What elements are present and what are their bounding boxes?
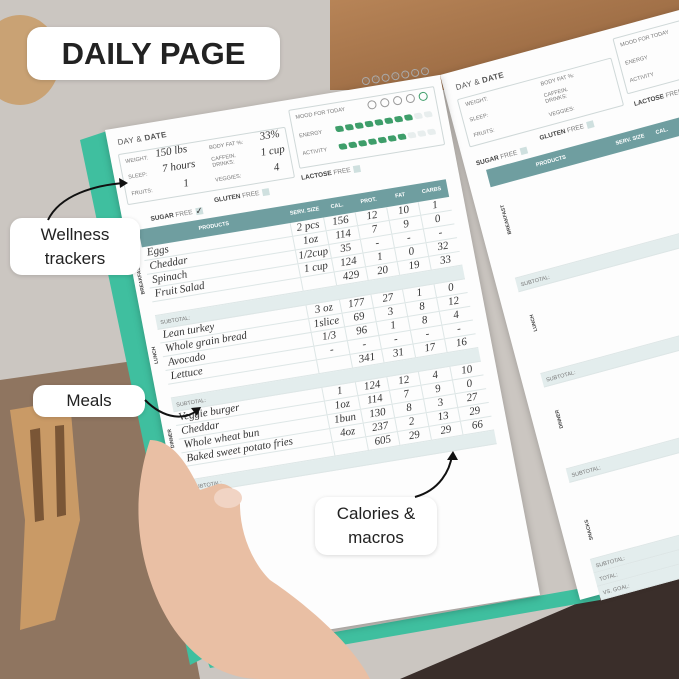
caffein-label: CAFFEIN. DRINKS: — [210, 153, 237, 169]
energy-leaf-icon[interactable] — [423, 110, 433, 118]
meal-label: LUNCH — [150, 346, 161, 365]
gluten-free[interactable]: GLUTEN FREE — [213, 188, 270, 204]
page-title: DAILY PAGE — [27, 27, 280, 80]
energy-label: ENERGY — [624, 54, 649, 67]
weekday-circle[interactable]: F — [410, 68, 420, 78]
activity-leaf-icon[interactable] — [397, 133, 407, 141]
meals-table: BREAKFAST Eggs 2 pcs 156 12 10 1 Cheddar 1oz 114 7… — [135, 196, 497, 495]
callout-wellness-trackers: Wellness trackers — [10, 218, 140, 275]
activity-label: ACTIVITY — [629, 71, 655, 85]
mood-face-icon[interactable] — [392, 95, 403, 106]
sleep-value[interactable]: 7 hours — [161, 157, 197, 176]
mood-label: MOOD FOR TODAY — [295, 106, 346, 121]
meal-label: DINNER — [166, 428, 177, 449]
mood-face-icon[interactable] — [405, 93, 416, 104]
day-date-heading: DAY & DATE — [116, 130, 168, 148]
section-dinner: DINNER — [554, 409, 566, 430]
energy-leaf-icon[interactable] — [374, 118, 384, 126]
activity-leaf-icon[interactable] — [367, 138, 377, 146]
activity-leaf-icon[interactable] — [377, 136, 387, 144]
activity-leaf-icon[interactable] — [427, 128, 437, 136]
col-carbs: CARBS — [421, 186, 442, 196]
callout-calories-macros: Calories & macros — [315, 497, 437, 555]
caffein-value[interactable]: 1 cup — [259, 143, 286, 159]
weight-value[interactable]: 150 lbs — [154, 143, 189, 160]
mood-label: MOOD FOR TODAY — [619, 29, 670, 49]
energy-leaf-icon[interactable] — [413, 112, 423, 120]
energy-leaf-icon[interactable] — [384, 117, 394, 125]
section-breakfast: BREAKFAST — [499, 203, 514, 235]
body-fat-value[interactable]: 33% — [258, 127, 281, 143]
activity-leaf-icon[interactable] — [407, 131, 417, 139]
col-cal: CAL. — [330, 202, 345, 211]
sugar-checkbox-checked[interactable]: ✓ — [194, 205, 204, 217]
activity-leaf-icon[interactable] — [338, 142, 348, 151]
energy-label: ENERGY — [298, 129, 323, 140]
col-serv-size: SERV. SIZE — [289, 206, 320, 217]
activity-label: ACTIVITY — [302, 147, 328, 158]
sleep-label: SLEEP: — [127, 171, 148, 181]
weekday-circle[interactable]: T — [400, 69, 410, 80]
section-snacks: SNACKS — [583, 518, 595, 541]
mood-box: MOOD FOR TODAY ENERGY ACTIVITY — [288, 86, 446, 169]
veggies-label: VEGGIES: — [214, 173, 242, 184]
lactose-checkbox[interactable] — [352, 165, 362, 174]
body-fat-label: BODY FAT %: — [208, 139, 244, 152]
fruits-label: FRUITS: — [473, 127, 496, 139]
col-fat: FAT — [394, 192, 406, 200]
caffein-label: CAFFEIN. DRINKS: — [543, 86, 569, 106]
energy-meter[interactable] — [335, 110, 433, 133]
mood-faces[interactable] — [366, 91, 429, 110]
activity-leaf-icon[interactable] — [348, 141, 358, 149]
fruits-value[interactable]: 1 — [182, 177, 191, 190]
veggies-label: VEGGIES: — [548, 105, 576, 119]
veggies-value[interactable]: 4 — [272, 161, 281, 174]
weekday-circle[interactable]: T — [380, 73, 391, 83]
energy-leaf-icon[interactable] — [364, 120, 374, 128]
weekday-circle[interactable]: S — [420, 66, 430, 76]
mood-face-icon[interactable] — [379, 97, 391, 108]
col-prot: PROT. — [360, 196, 378, 206]
weight-label: WEIGHT: — [464, 96, 489, 109]
weekday-circle[interactable]: S — [361, 76, 371, 86]
activity-leaf-icon[interactable] — [387, 134, 397, 143]
activity-leaf-icon[interactable] — [358, 139, 368, 147]
energy-leaf-icon[interactable] — [354, 122, 364, 130]
callout-meals: Meals — [33, 385, 145, 417]
sleep-label: SLEEP: — [468, 112, 490, 124]
lactose-free[interactable]: LACTOSE FREE — [301, 165, 362, 182]
mood-face-icon[interactable] — [366, 99, 378, 110]
weekday-circle[interactable]: M — [371, 74, 381, 84]
gluten-checkbox[interactable] — [261, 188, 270, 197]
section-lunch: LUNCH — [528, 313, 540, 333]
mood-face-selected-icon[interactable] — [417, 91, 429, 102]
energy-leaf-icon[interactable] — [344, 123, 354, 131]
weekday-circle[interactable]: W — [390, 71, 401, 81]
subtotal-label: SUBTOTAL: — [191, 480, 223, 492]
energy-leaf-icon[interactable] — [335, 125, 345, 133]
energy-leaf-icon[interactable] — [394, 115, 404, 123]
fruits-label: FRUITS: — [131, 188, 154, 198]
energy-leaf-icon[interactable] — [403, 113, 413, 122]
weight-label: WEIGHT: — [124, 155, 149, 166]
activity-meter[interactable] — [338, 128, 437, 151]
activity-leaf-icon[interactable] — [417, 129, 427, 138]
